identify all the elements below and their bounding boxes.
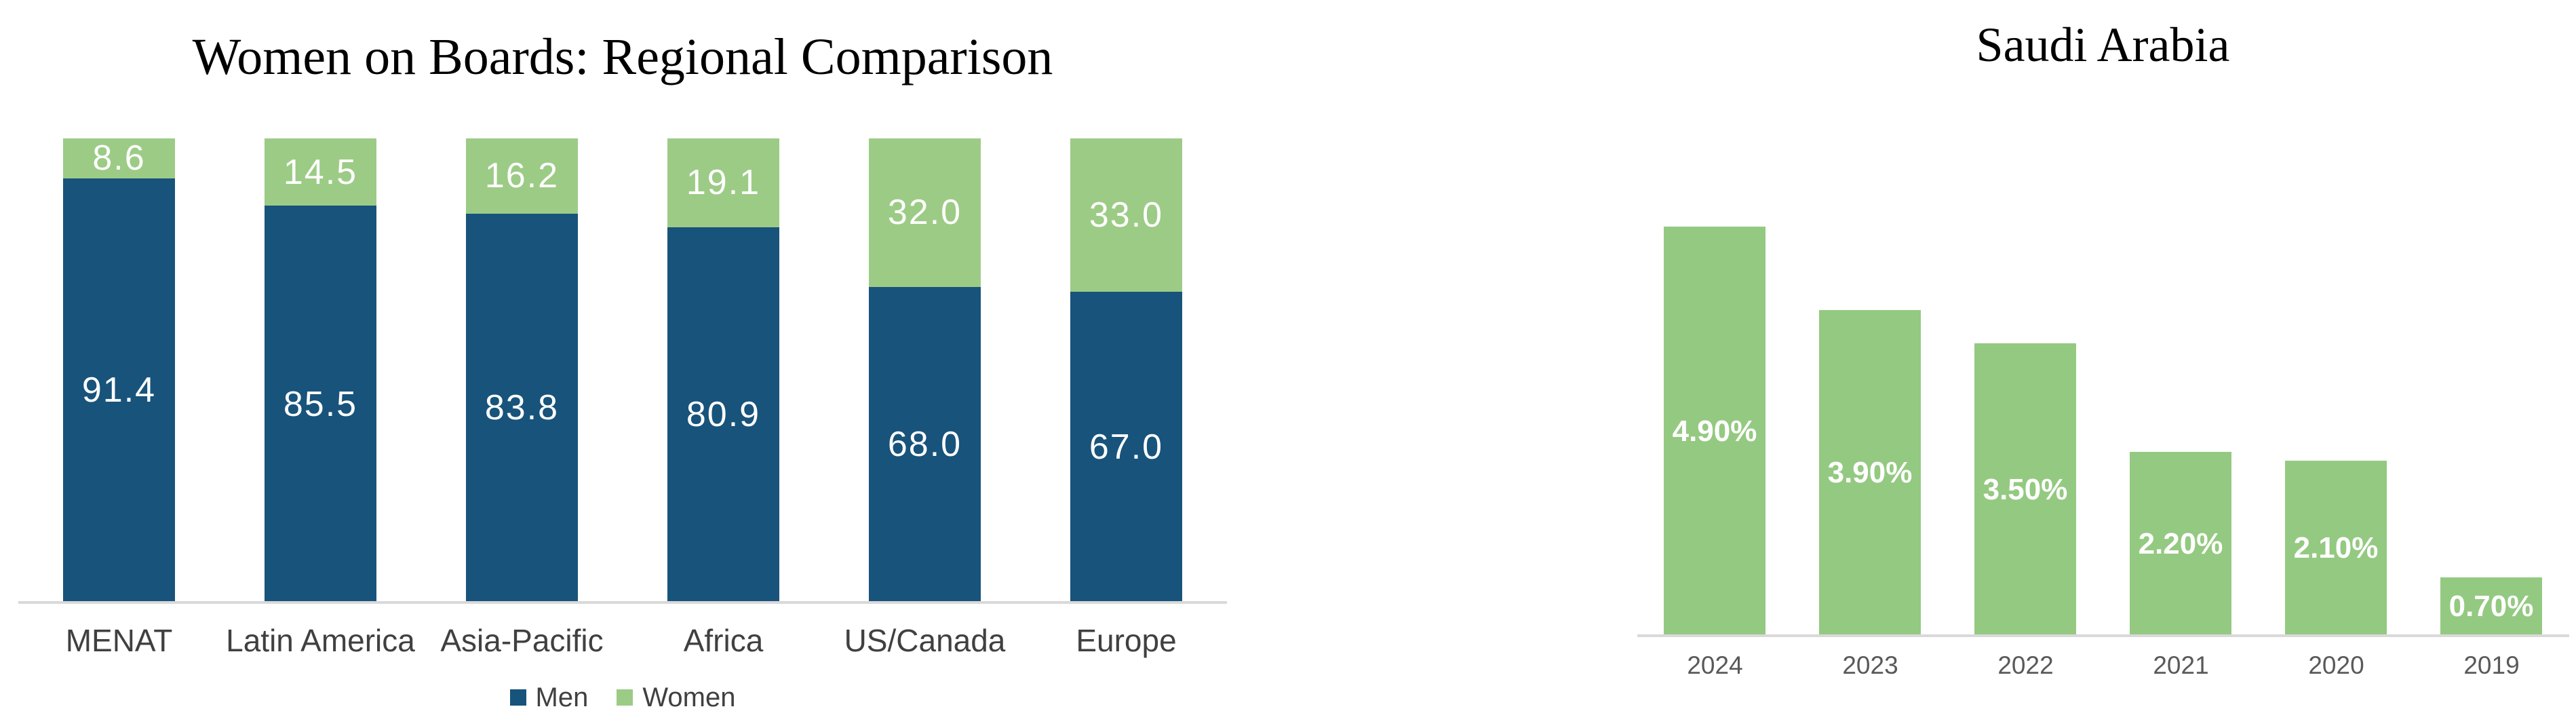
bar-segment-women: 32.0 [869, 138, 981, 287]
legend-item-women: Women [617, 684, 735, 711]
bar-segment-women: 14.5 [265, 138, 376, 206]
value-label: 68.0 [887, 425, 962, 465]
value-label: 8.6 [92, 138, 146, 178]
legend-label: Men [535, 683, 589, 712]
x-axis-line [18, 601, 1227, 604]
category-axis-labels: MENAT Latin America Asia-Pacific Africa US/C… [18, 625, 1227, 656]
legend-label: Women [642, 683, 736, 712]
value-label: 3.50% [1983, 472, 2068, 506]
bar: 3.50% [1974, 343, 2076, 636]
bars-area: 4.90% 3.90% 3.50% 2.20% 2.10% 0.70% [1664, 227, 2542, 636]
chart-title: Women on Boards: Regional Comparison [192, 28, 1053, 85]
value-label: 2.20% [2138, 526, 2223, 560]
value-label: 19.1 [686, 163, 761, 203]
value-label: 2.10% [2293, 531, 2379, 564]
value-label: 32.0 [887, 193, 962, 233]
bar-segment-men: 80.9 [667, 227, 779, 602]
category-label: MENAT [65, 623, 173, 658]
bar-segment-women: 8.6 [63, 138, 175, 178]
category-label: 2022 [1997, 651, 2054, 679]
bar: 2.10% [2285, 461, 2387, 636]
value-label: 0.70% [2448, 590, 2534, 623]
value-label: 4.90% [1672, 414, 1757, 448]
value-label: 83.8 [484, 388, 560, 428]
bar: 2.20% [2130, 452, 2231, 636]
stacked-bar: 14.5 85.5 [265, 138, 376, 602]
value-label: 16.2 [484, 156, 560, 196]
category-label: Europe [1076, 623, 1177, 658]
men-series-swatch-icon [509, 689, 526, 706]
stacked-bar: 19.1 80.9 [667, 138, 779, 602]
bar-segment-men: 83.8 [466, 213, 578, 602]
stacked-bar: 16.2 83.8 [466, 138, 578, 602]
value-label: 3.90% [1827, 456, 1913, 489]
value-label: 14.5 [283, 152, 358, 192]
value-label: 80.9 [686, 395, 761, 435]
bar: 0.70% [2440, 577, 2542, 636]
women-series-swatch-icon [617, 689, 633, 706]
value-label: 85.5 [283, 384, 358, 424]
value-label: 91.4 [81, 370, 157, 410]
category-label: 2021 [2153, 651, 2209, 679]
bar-segment-men: 68.0 [869, 286, 981, 602]
category-label: 2019 [2463, 651, 2520, 679]
category-label: 2020 [2308, 651, 2364, 679]
category-label: Africa [683, 623, 764, 658]
bar-segment-women: 19.1 [667, 138, 779, 227]
value-label: 67.0 [1089, 427, 1164, 467]
value-label: 33.0 [1089, 195, 1164, 235]
category-label: Latin America [226, 623, 415, 658]
chart-title: Saudi Arabia [1976, 18, 2230, 72]
bar-segment-women: 16.2 [466, 138, 578, 214]
x-axis-line [1637, 634, 2569, 637]
bar: 3.90% [1819, 310, 1921, 636]
category-label: 2024 [1687, 651, 1743, 679]
legend-item-men: Men [509, 683, 589, 712]
bar-segment-men: 91.4 [63, 178, 175, 602]
stacked-bar: 33.0 67.0 [1070, 138, 1182, 602]
stacked-bar: 32.0 68.0 [869, 138, 981, 602]
category-axis-labels: 2024 2023 2022 2021 2020 2019 [1637, 653, 2569, 678]
category-label: Asia-Pacific [440, 623, 604, 658]
bar-segment-women: 33.0 [1070, 138, 1182, 292]
legend: Men Women [63, 684, 1182, 711]
bar-segment-men: 67.0 [1070, 291, 1182, 602]
stacked-bar: 8.6 91.4 [63, 138, 175, 602]
stacked-bars-area: 8.6 91.4 14.5 85.5 16.2 83.8 19.1 80.9 32.0 68.0 3… [63, 138, 1182, 602]
category-label: US/Canada [844, 623, 1006, 658]
bar: 4.90% [1664, 227, 1765, 636]
bar-segment-men: 85.5 [265, 206, 376, 602]
category-label: 2023 [1842, 651, 1898, 679]
